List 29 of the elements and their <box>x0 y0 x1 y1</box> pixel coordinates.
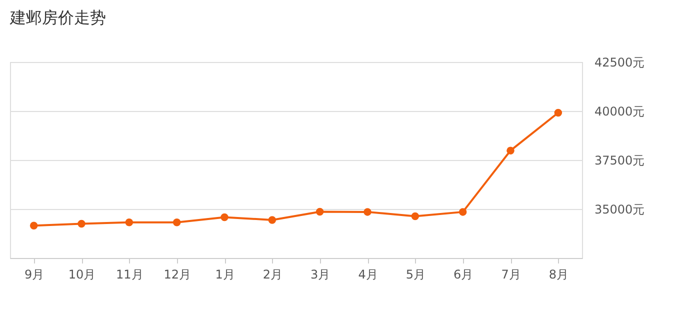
point <box>125 218 134 226</box>
point <box>411 212 420 220</box>
point <box>268 216 276 224</box>
x-tick-label: 4月 <box>358 268 378 282</box>
x-tick-label: 10月 <box>68 268 96 282</box>
x-tick-label: 12月 <box>164 268 191 282</box>
chart-title: 建邺房价走势 <box>9 8 106 27</box>
point <box>172 218 181 226</box>
point <box>506 146 514 154</box>
x-tick-label: 2月 <box>262 268 282 282</box>
point <box>554 108 562 117</box>
x-tick-label: 5月 <box>406 268 426 282</box>
x-tick-label: 11月 <box>116 268 144 282</box>
x-tick-label: 3月 <box>310 268 330 282</box>
point <box>316 208 324 216</box>
x-tick-label: 1月 <box>215 268 235 282</box>
x-tick-label: 9月 <box>24 268 44 282</box>
x-tick-label: 6月 <box>454 268 474 282</box>
y-tick-label: 42500元 <box>594 56 645 70</box>
point <box>30 222 38 230</box>
y-tick-label: 40000元 <box>594 104 645 118</box>
point <box>364 208 372 216</box>
y-tick-label: 37500元 <box>594 154 645 168</box>
point <box>78 220 86 228</box>
y-tick-label: 35000元 <box>594 202 645 216</box>
x-tick-label: 8月 <box>548 268 568 282</box>
point <box>220 213 228 222</box>
x-tick-label: 7月 <box>501 268 521 282</box>
point <box>458 208 467 216</box>
